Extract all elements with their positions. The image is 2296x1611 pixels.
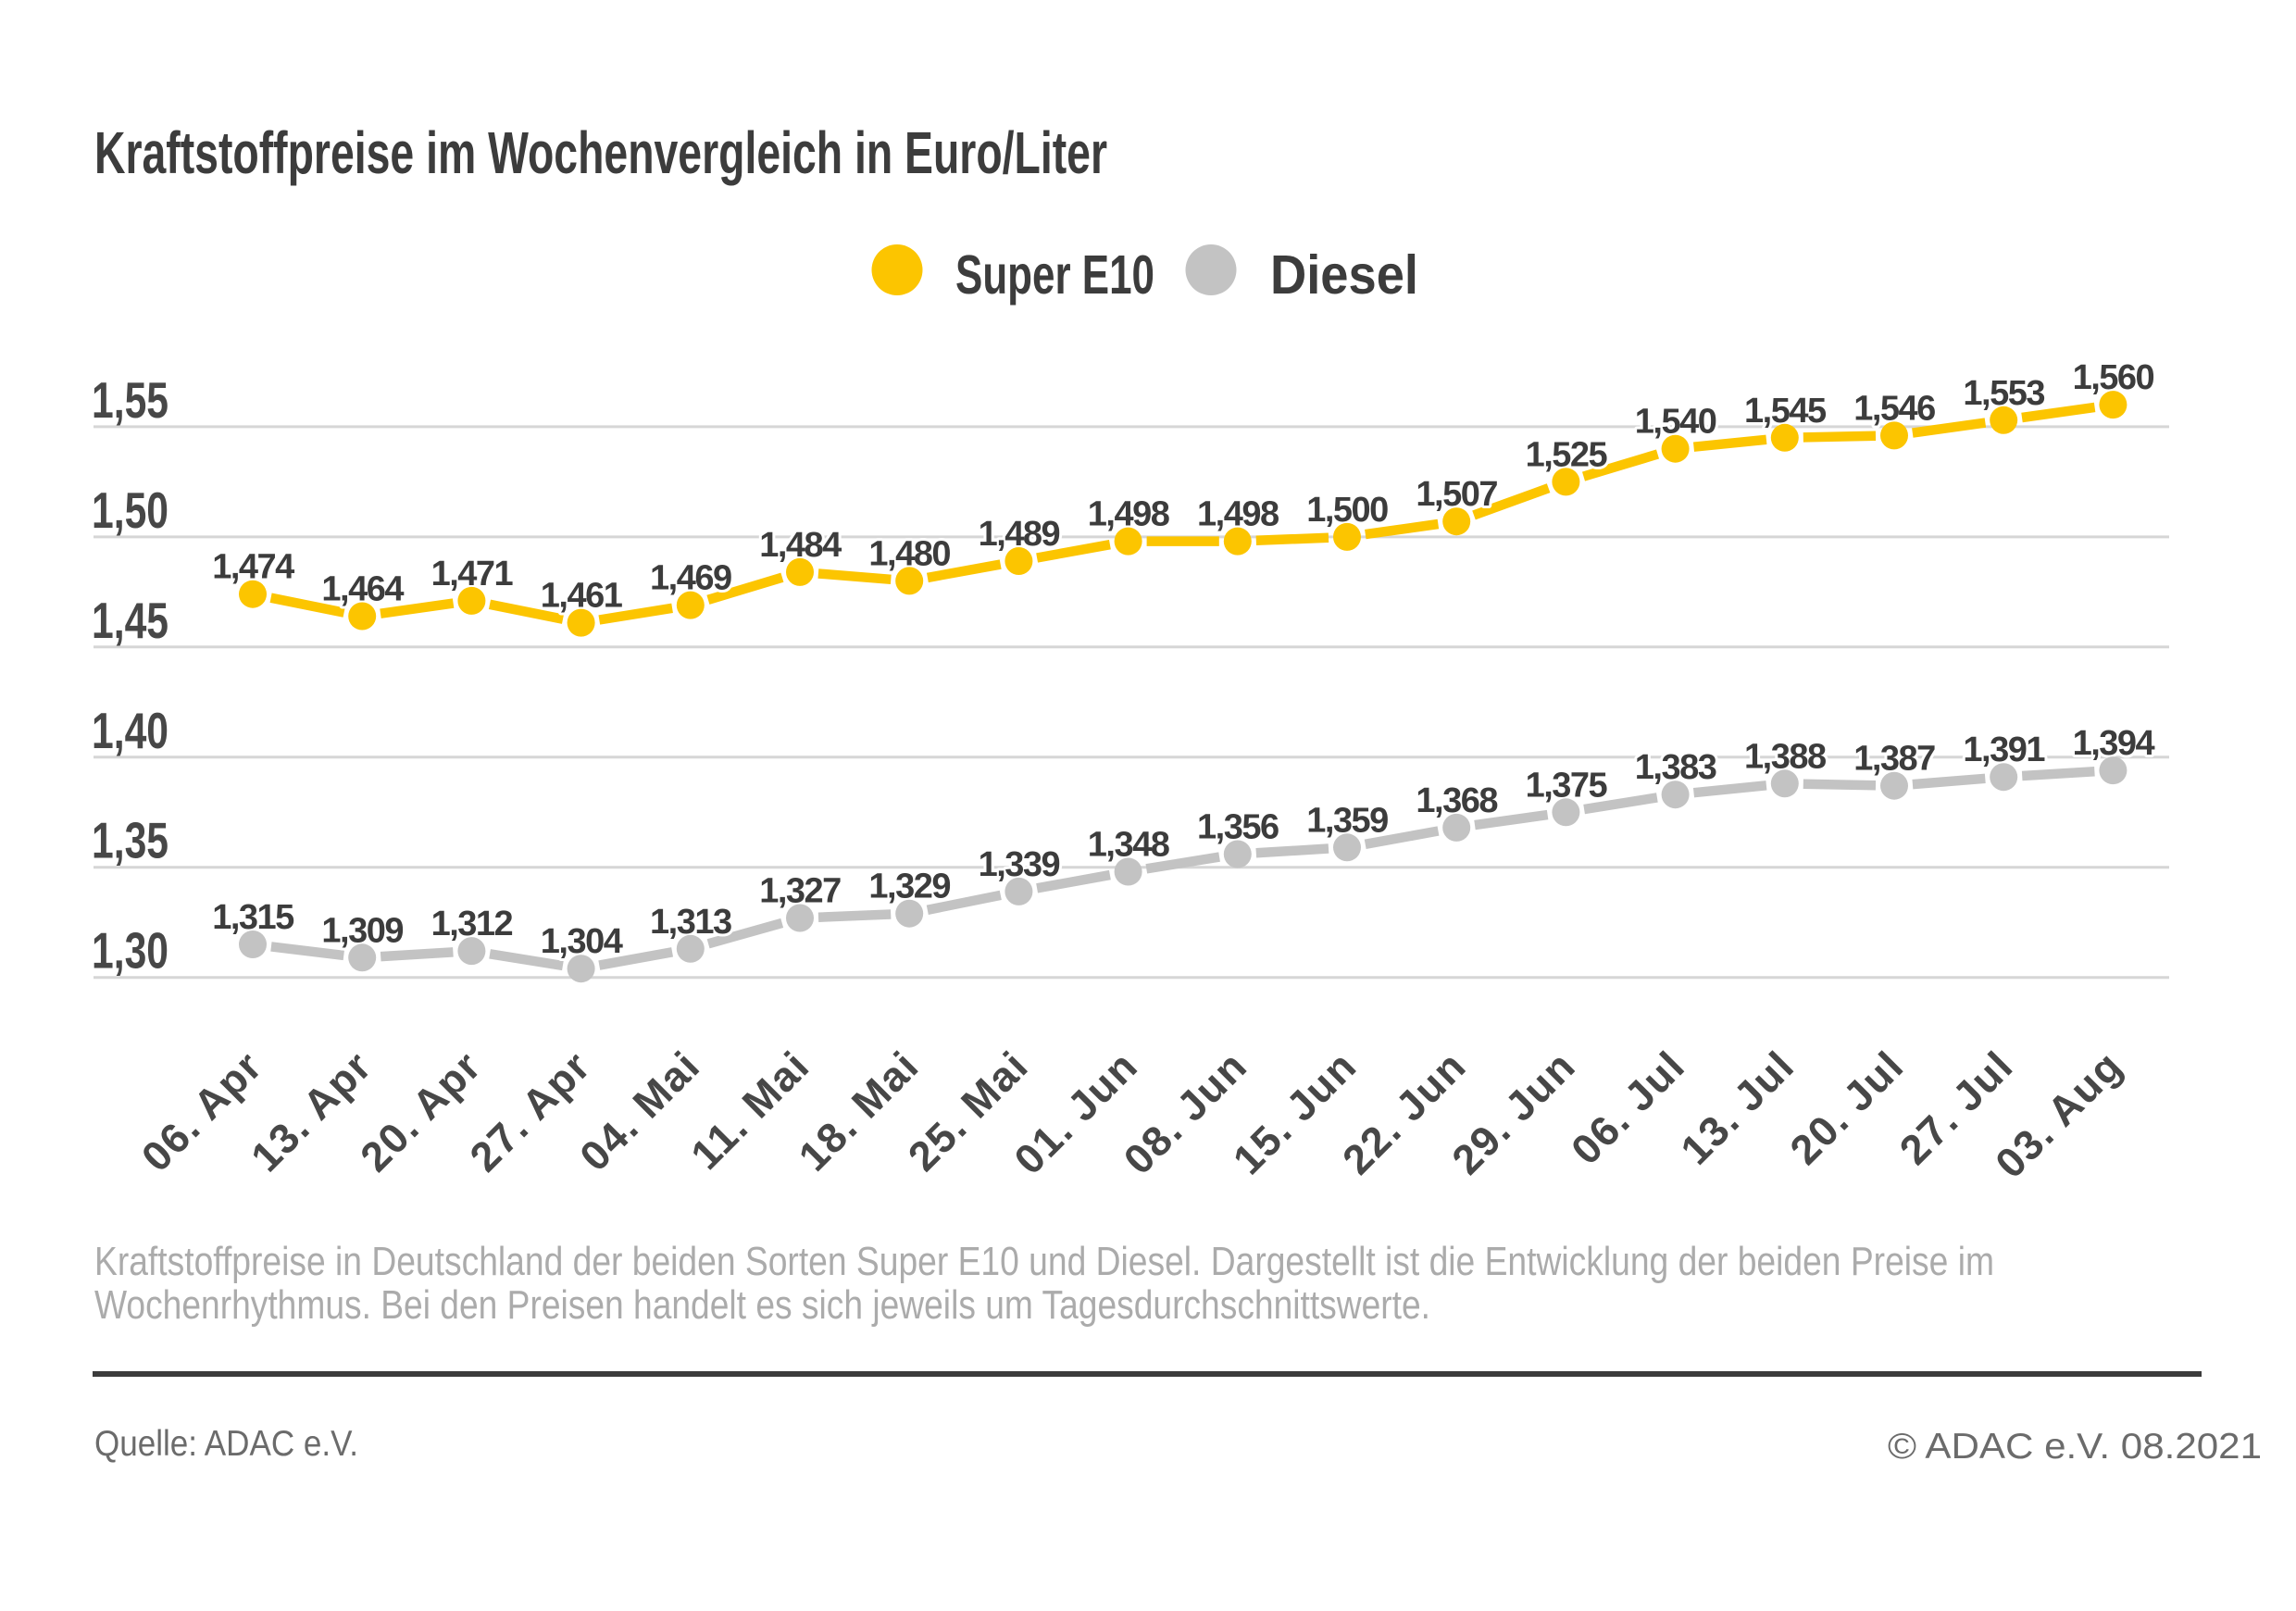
svg-text:1,35: 1,35 (92, 812, 168, 869)
svg-text:1,55: 1,55 (92, 371, 168, 429)
svg-text:1,500: 1,500 (1306, 491, 1388, 530)
svg-text:1,30: 1,30 (92, 922, 168, 980)
svg-text:1,464: 1,464 (321, 570, 404, 609)
svg-text:1,50: 1,50 (92, 481, 168, 539)
svg-text:1,309: 1,309 (321, 911, 403, 950)
svg-text:Kraftstoffpreise in Deutschlan: Kraftstoffpreise in Deutschland der beid… (94, 1239, 1994, 1284)
svg-text:1,312: 1,312 (431, 905, 513, 943)
svg-text:1,507: 1,507 (1416, 475, 1497, 514)
svg-text:1,540: 1,540 (1635, 403, 1716, 442)
svg-text:Diesel: Diesel (1270, 244, 1418, 306)
svg-text:1,313: 1,313 (650, 903, 731, 942)
svg-text:1,348: 1,348 (1088, 826, 1169, 865)
svg-text:Wochenrhythmus. Bei den Preise: Wochenrhythmus. Bei den Preisen handelt … (94, 1282, 1430, 1328)
svg-text:1,391: 1,391 (1963, 731, 2045, 769)
svg-text:1,368: 1,368 (1416, 781, 1497, 820)
svg-text:1,356: 1,356 (1197, 808, 1279, 847)
svg-text:1,484: 1,484 (759, 526, 842, 565)
svg-text:1,45: 1,45 (92, 592, 168, 649)
svg-text:1,525: 1,525 (1526, 435, 1608, 474)
svg-text:1,474: 1,474 (212, 548, 294, 587)
svg-text:© ADAC e.V. 08.2021: © ADAC e.V. 08.2021 (1888, 1427, 2262, 1467)
svg-text:Super E10: Super E10 (955, 244, 1154, 306)
svg-text:Kraftstoffpreise im Wochenverg: Kraftstoffpreise im Wochenvergleich in E… (94, 119, 1107, 186)
svg-text:1,387: 1,387 (1853, 740, 1935, 779)
svg-text:1,359: 1,359 (1306, 801, 1388, 840)
svg-text:Quelle: ADAC e.V.: Quelle: ADAC e.V. (94, 1424, 358, 1464)
svg-text:1,40: 1,40 (92, 702, 168, 759)
